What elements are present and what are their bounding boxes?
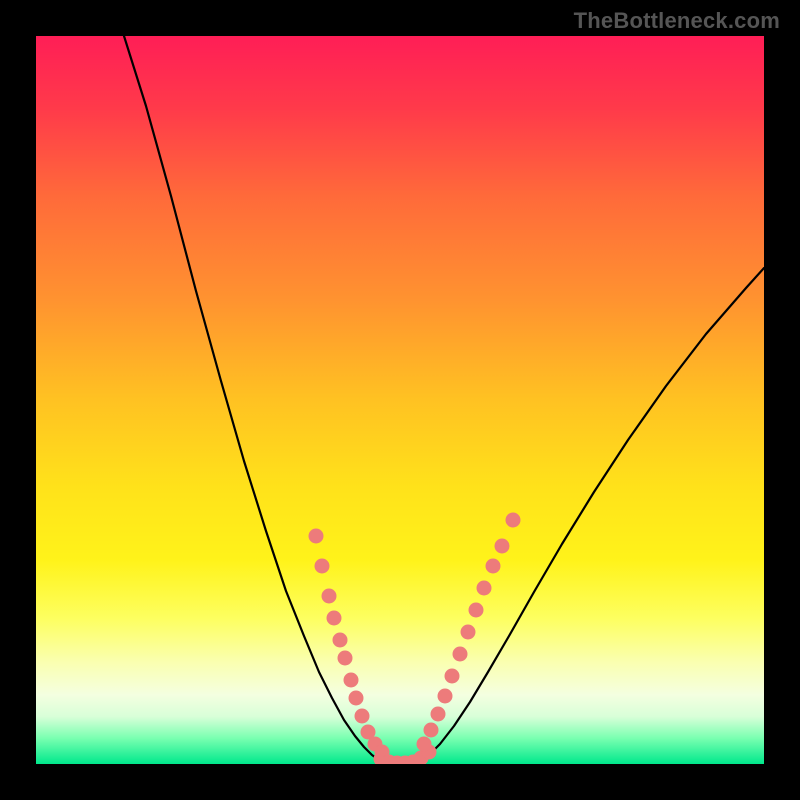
marker-dot (349, 691, 364, 706)
marker-dot (338, 651, 353, 666)
marker-dot (327, 611, 342, 626)
marker-dot (495, 539, 510, 554)
marker-dot (461, 625, 476, 640)
marker-dot (355, 709, 370, 724)
marker-dot (506, 513, 521, 528)
plot-area (36, 36, 764, 764)
curve-layer (36, 36, 764, 764)
marker-dot (333, 633, 348, 648)
marker-dot (469, 603, 484, 618)
marker-dot (417, 737, 432, 752)
marker-dot (322, 589, 337, 604)
marker-dot (486, 559, 501, 574)
marker-dot (315, 559, 330, 574)
marker-dot (438, 689, 453, 704)
watermark-text: TheBottleneck.com (574, 8, 780, 34)
marker-dot (431, 707, 446, 722)
marker-dot (424, 723, 439, 738)
marker-dot (477, 581, 492, 596)
bottleneck-curve (124, 36, 764, 764)
marker-dot (309, 529, 324, 544)
marker-dot (344, 673, 359, 688)
marker-dot (453, 647, 468, 662)
marker-dot (445, 669, 460, 684)
chart-root: { "canvas": { "width": 800, "height": 80… (0, 0, 800, 800)
